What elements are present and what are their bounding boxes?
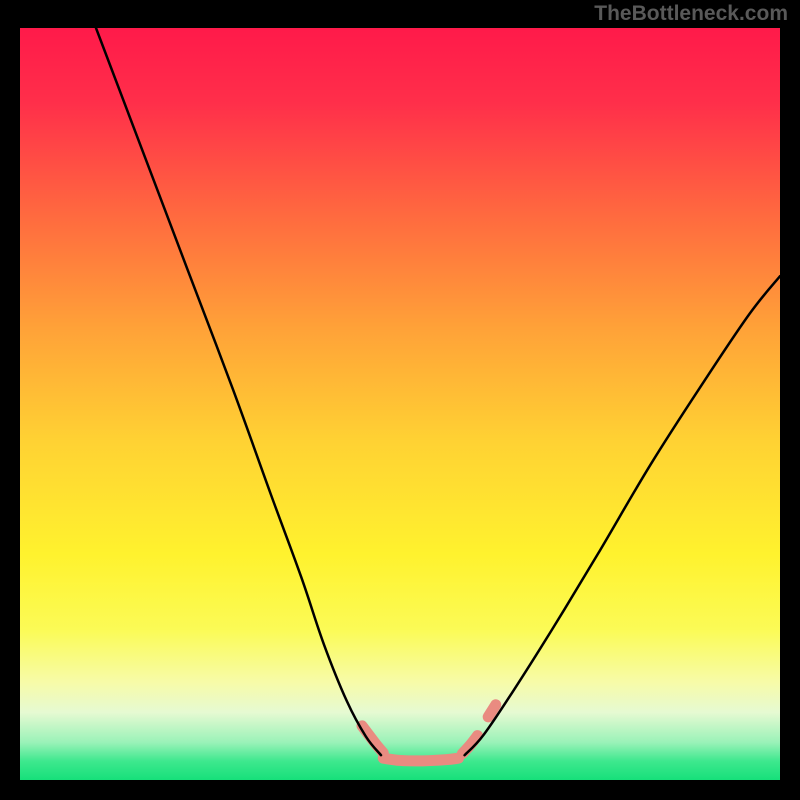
trough-marker-right-up xyxy=(488,705,496,717)
watermark-text: TheBottleneck.com xyxy=(594,2,788,26)
bottleneck-chart-svg xyxy=(20,28,780,780)
plot-area xyxy=(20,28,780,780)
trough-marker-flat xyxy=(383,758,458,761)
gradient-background xyxy=(20,28,780,780)
chart-frame: TheBottleneck.com xyxy=(0,0,800,800)
